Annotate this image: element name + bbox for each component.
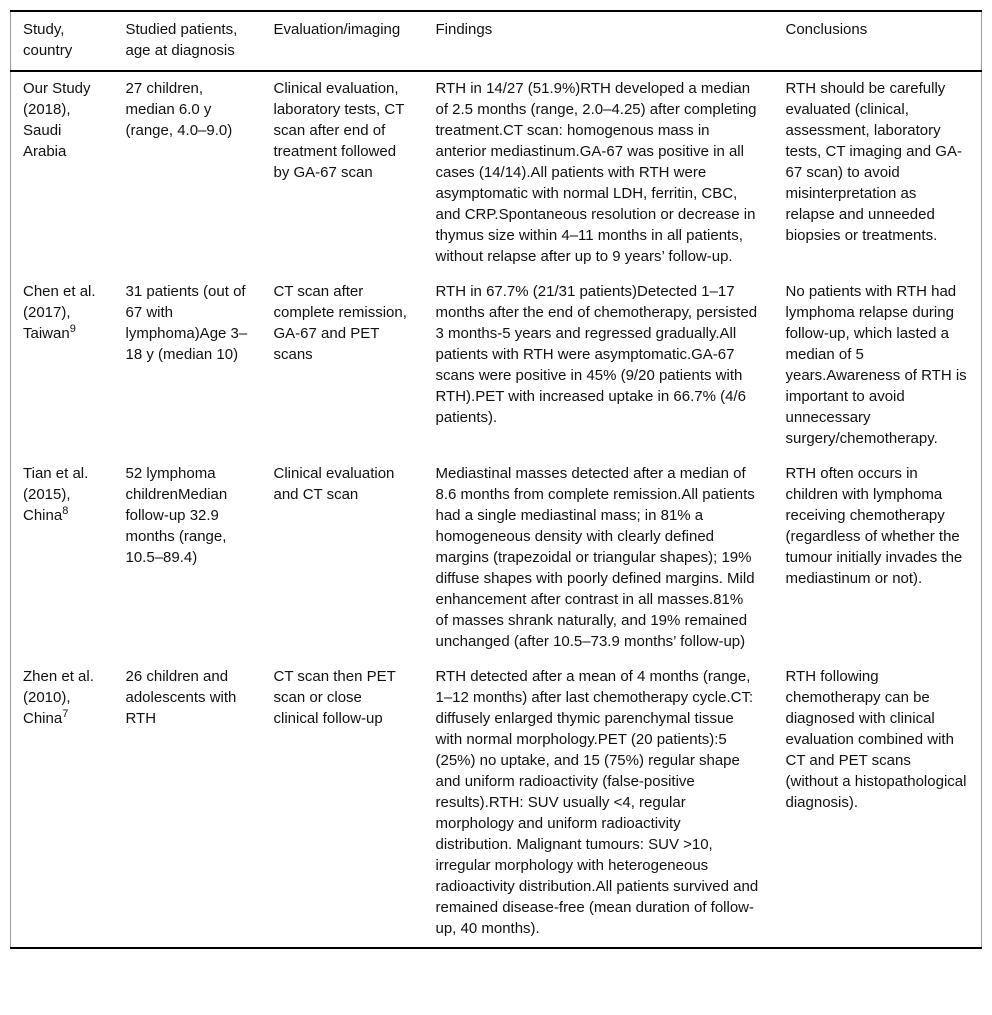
table-row: Chen et al. (2017), Taiwan9 31 patients … — [11, 275, 982, 457]
cell-study: Tian et al. (2015), China8 — [11, 457, 114, 660]
cell-findings: RTH in 67.7% (21/31 patients)Detected 1–… — [435, 283, 758, 426]
reference-superscript: 9 — [69, 323, 76, 335]
cell-evaluation: CT scan after complete remission, GA-67 … — [273, 283, 407, 363]
cell-conclusions: RTH should be carefully evaluated (clini… — [785, 80, 962, 244]
study-label: Chen et al. (2017), Taiwan — [23, 283, 96, 342]
header-row: Study, country Studied patients, age at … — [10, 11, 982, 72]
cell-findings: RTH detected after a mean of 4 months (r… — [435, 668, 759, 937]
header-evaluation-imaging: Evaluation/imaging — [261, 11, 424, 72]
cell-patients: 27 children, median 6.0 y (range, 4.0–9.… — [125, 80, 233, 139]
cell-patients: 52 lymphoma childrenMedian follow-up 32.… — [125, 465, 228, 566]
cell-patients: 31 patients (out of 67 with lymphoma)Age… — [125, 283, 248, 363]
cell-conclusions: RTH often occurs in children with lympho… — [785, 465, 963, 587]
cell-conclusions: No patients with RTH had lymphoma relaps… — [785, 283, 967, 447]
table-row: Tian et al. (2015), China8 52 lymphoma c… — [11, 457, 982, 660]
studies-review-table: Study, country Studied patients, age at … — [10, 10, 982, 949]
cell-study: Chen et al. (2017), Taiwan9 — [11, 275, 114, 457]
cell-findings: RTH in 14/27 (51.9%)RTH developed a medi… — [435, 80, 757, 265]
header-conclusions: Conclusions — [773, 11, 982, 72]
cell-evaluation: Clinical evaluation, laboratory tests, C… — [273, 80, 405, 181]
cell-evaluation: CT scan then PET scan or close clinical … — [273, 668, 396, 727]
table-row: Our Study (2018), Saudi Arabia 27 childr… — [11, 71, 982, 275]
study-label: Our Study (2018), Saudi Arabia — [23, 80, 91, 160]
cell-patients: 26 children and adolescents with RTH — [125, 668, 237, 727]
header-study-country: Study, country — [10, 11, 114, 72]
cell-findings: Mediastinal masses detected after a medi… — [435, 465, 755, 650]
table-header: Study, country Studied patients, age at … — [10, 11, 982, 72]
header-findings: Findings — [423, 11, 774, 72]
reference-superscript: 7 — [62, 708, 69, 720]
cell-evaluation: Clinical evaluation and CT scan — [273, 465, 395, 503]
study-label: Tian et al. (2015), China — [23, 465, 89, 524]
table-body: Our Study (2018), Saudi Arabia 27 childr… — [11, 71, 982, 948]
header-studied-patients: Studied patients, age at diagnosis — [113, 11, 262, 72]
cell-study: Our Study (2018), Saudi Arabia — [11, 71, 114, 275]
reference-superscript: 8 — [62, 505, 69, 517]
study-label: Zhen et al. (2010), China — [23, 668, 94, 727]
cell-conclusions: RTH following chemotherapy can be diagno… — [785, 668, 967, 811]
cell-study: Zhen et al. (2010), China7 — [11, 660, 114, 948]
table-row: Zhen et al. (2010), China7 26 children a… — [11, 660, 982, 948]
